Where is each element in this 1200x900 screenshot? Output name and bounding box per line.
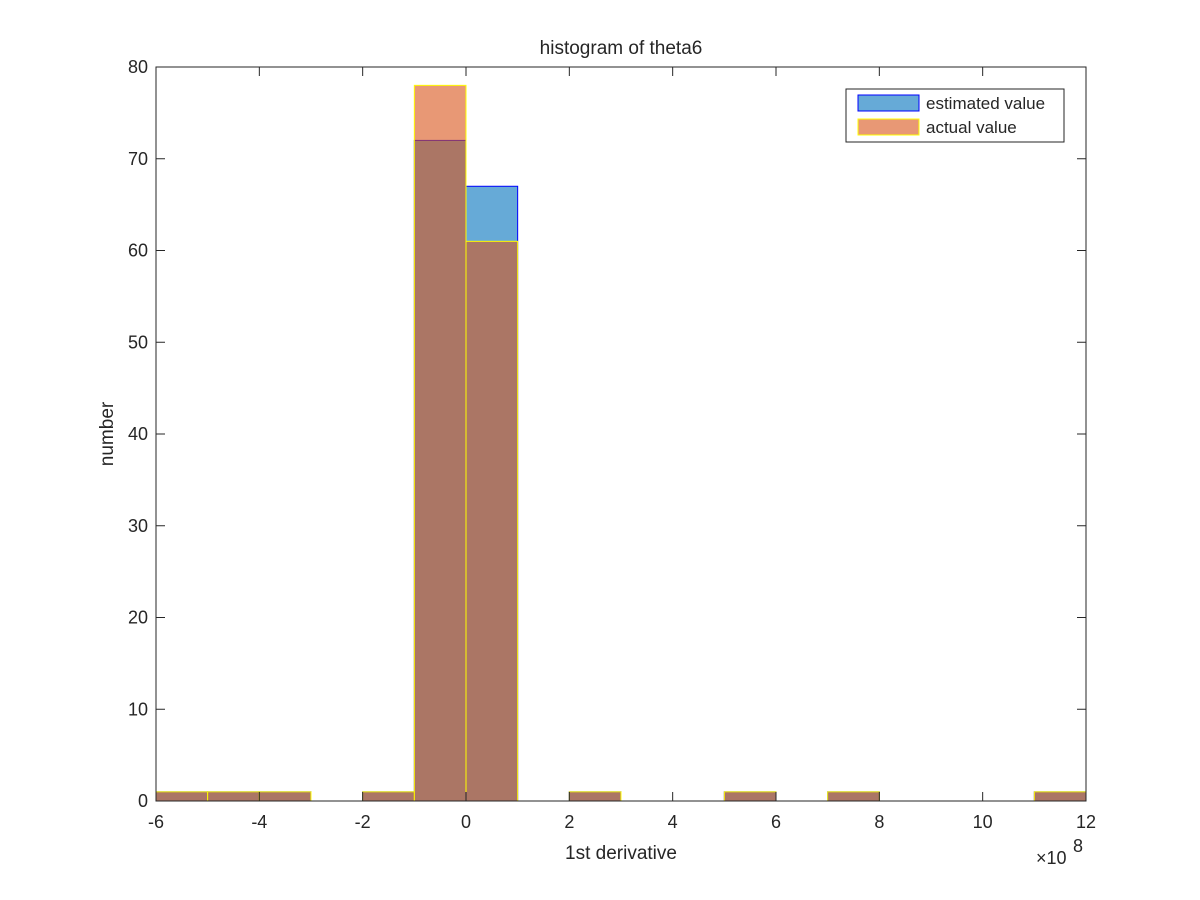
legend-label: estimated value [926,94,1045,113]
y-tick-label: 60 [128,241,148,261]
x-tick-label: 8 [874,812,884,832]
legend-swatch [857,94,920,112]
x-tick-label: -4 [251,812,267,832]
x-exponent-power: 8 [1073,836,1083,856]
x-tick-label: -6 [148,812,164,832]
y-tick-label: 20 [128,608,148,628]
x-exponent-label: ×10 8 [1036,836,1083,868]
y-tick-label: 40 [128,424,148,444]
legend-label: actual value [926,118,1017,137]
histogram-bar [155,791,209,802]
y-tick-label: 70 [128,149,148,169]
histogram-bar [723,791,777,802]
histogram-bar [827,791,880,802]
x-tick-label: 6 [771,812,781,832]
bars-layer [155,84,1087,802]
histogram-bar [568,791,622,802]
series-actual-value [155,84,1087,802]
ticks-layer: -6 -4 -2 0 2 4 6 8 10 12 0 10 20 30 40 50 60 70 80 [128,57,1096,832]
legend: estimated value actual value [845,88,1065,143]
y-tick-label: 30 [128,516,148,536]
chart-title: histogram of theta6 [540,38,703,59]
series-estimated-value [155,139,1087,802]
x-tick-label: 0 [461,812,471,832]
x-tick-label: 10 [973,812,993,832]
y-tick-label: 10 [128,699,148,719]
x-axis-title: 1st derivative [565,843,677,864]
x-tick-label: -2 [355,812,371,832]
x-tick-label: 12 [1076,812,1096,832]
y-tick-label: 50 [128,332,148,352]
histogram-bar [1033,791,1087,802]
legend-swatch [857,118,920,136]
y-tick-label: 0 [138,791,148,811]
histogram-bar [362,791,415,802]
x-tick-label: 4 [668,812,678,832]
histogram-bar [465,240,519,802]
y-tick-label: 80 [128,57,148,77]
histogram-bar [258,791,312,802]
x-tick-label: 2 [564,812,574,832]
axes-box [155,66,1087,802]
histogram-bar [207,791,260,802]
x-exponent-base: ×10 [1036,848,1067,868]
y-axis-title: number [97,401,118,466]
histogram-bar [413,84,467,802]
